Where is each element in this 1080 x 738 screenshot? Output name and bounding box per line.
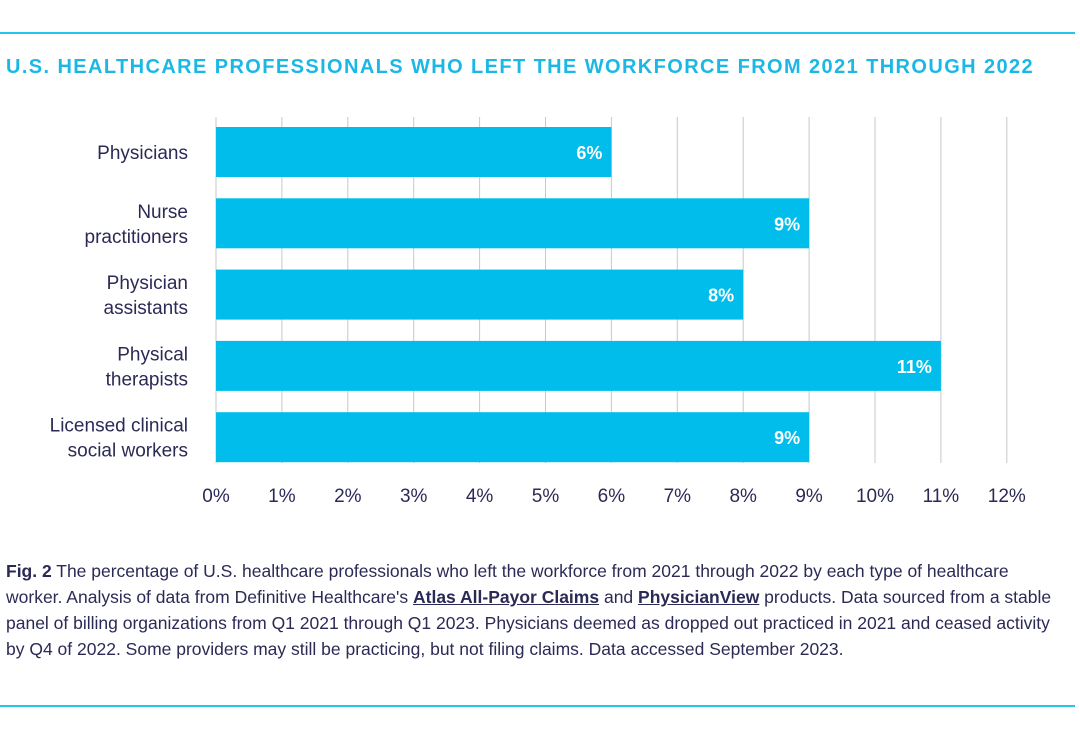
category-label-line: Physical (117, 344, 188, 365)
category-label-line: Physician (107, 273, 188, 294)
x-tick-label-7: 7% (664, 486, 692, 507)
x-tick-label-8: 8% (729, 486, 757, 507)
category-label-3: Physical therapists (106, 344, 188, 390)
category-label-1: Nurse practitioners (85, 202, 189, 248)
category-label-0: Physicians (97, 143, 188, 164)
physicianview-link[interactable]: PhysicianView (638, 587, 759, 607)
x-tick-label-5: 5% (532, 486, 560, 507)
caption-fig-label: Fig. 2 (6, 561, 52, 581)
data-label-3: 11% (897, 357, 932, 377)
caption-text-2: and (599, 587, 638, 607)
figure-caption: Fig. 2 The percentage of U.S. healthcare… (6, 558, 1056, 662)
bar-3 (216, 341, 941, 391)
data-label-2: 8% (708, 286, 734, 306)
bar-4 (216, 412, 809, 462)
x-tick-label-1: 1% (268, 486, 296, 507)
data-label-0: 6% (576, 143, 602, 163)
x-tick-label-9: 9% (795, 486, 823, 507)
x-tick-label-0: 0% (202, 486, 230, 507)
category-label-line: social workers (68, 441, 188, 462)
bar-1 (216, 198, 809, 248)
bar-0 (216, 127, 611, 177)
bar-2 (216, 270, 743, 320)
category-label-line: therapists (106, 369, 188, 390)
x-tick-label-2: 2% (334, 486, 362, 507)
bottom-divider (0, 705, 1075, 707)
chart-title: U.S. HEALTHCARE PROFESSIONALS WHO LEFT T… (6, 56, 1034, 79)
x-tick-label-11: 11% (923, 486, 960, 507)
category-label-line: Physicians (97, 143, 188, 164)
category-label-line: Licensed clinical (50, 416, 188, 437)
data-label-1: 9% (774, 214, 800, 234)
x-tick-label-3: 3% (400, 486, 428, 507)
top-divider (0, 32, 1075, 34)
bar-chart: 6% Physicians 9% Nurse practitioners 8% Physic… (0, 100, 1080, 520)
x-tick-label-10: 10% (856, 486, 894, 507)
category-label-line: practitioners (85, 227, 189, 248)
x-tick-label-6: 6% (598, 486, 626, 507)
category-label-line: Nurse (137, 202, 188, 223)
x-tick-label-4: 4% (466, 486, 494, 507)
category-label-4: Licensed clinical social workers (50, 416, 188, 462)
category-label-line: assistants (104, 298, 188, 319)
category-label-2: Physician assistants (104, 273, 188, 319)
atlas-claims-link[interactable]: Atlas All-Payor Claims (413, 587, 599, 607)
data-label-4: 9% (774, 428, 800, 448)
x-tick-label-12: 12% (988, 486, 1026, 507)
